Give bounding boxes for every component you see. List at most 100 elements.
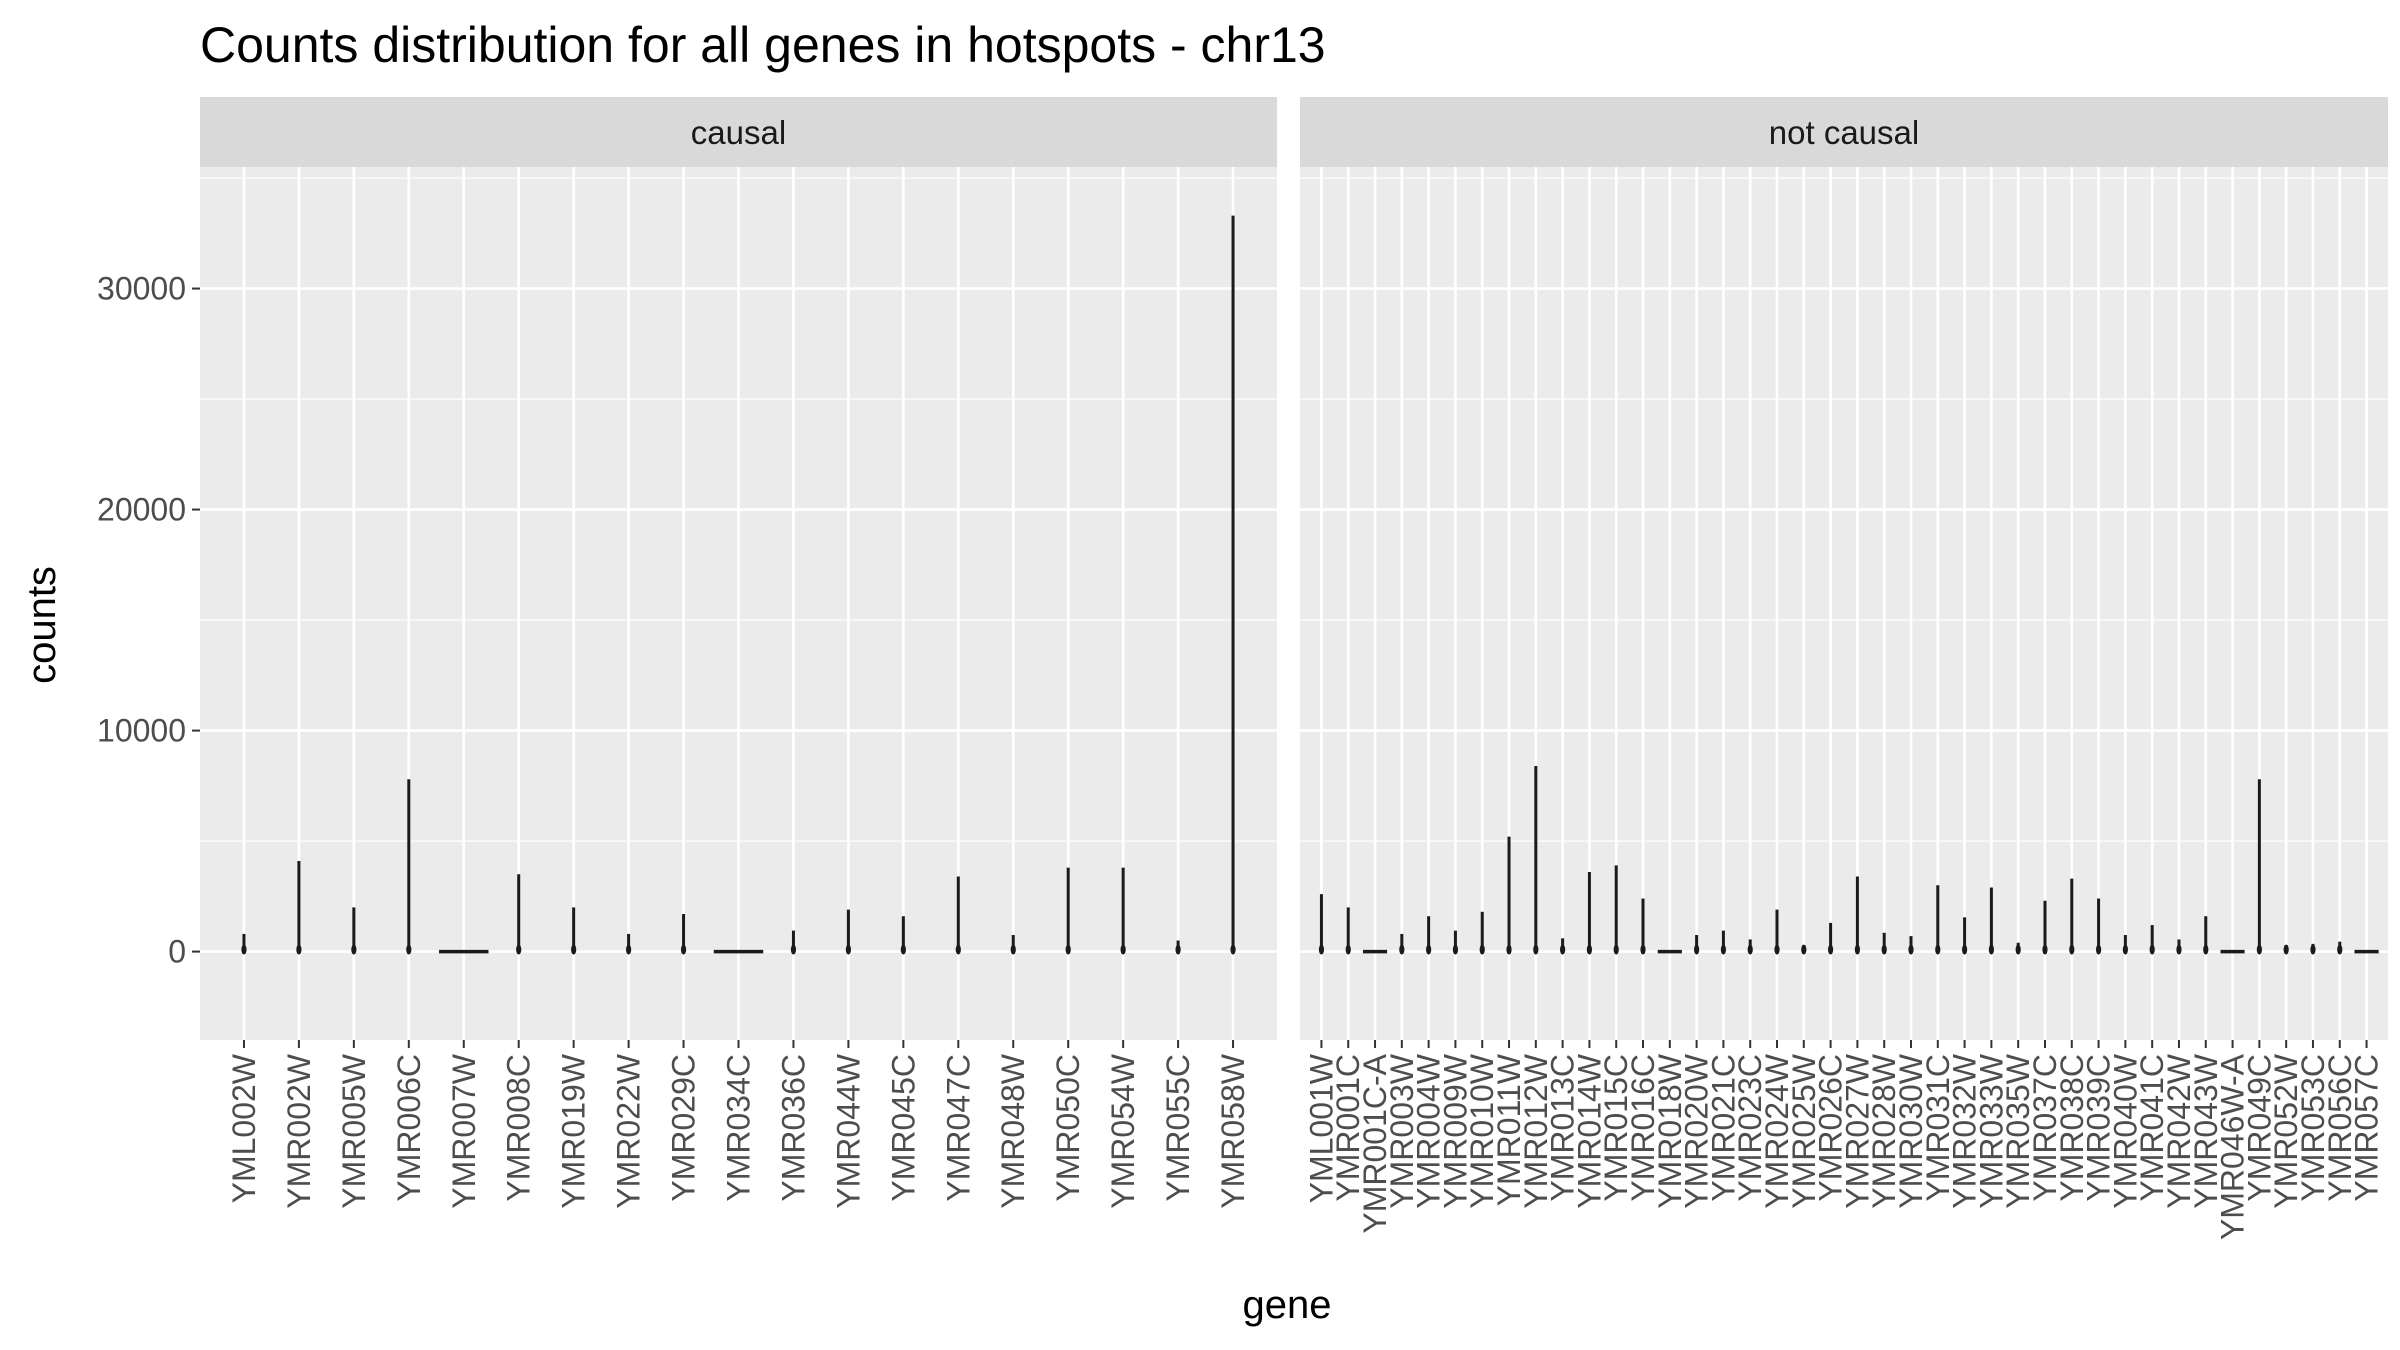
violin-base <box>1881 944 1887 955</box>
x-tick-label: YMR043W <box>2188 1053 2224 1209</box>
x-tick-label: YMR039C <box>2081 1054 2117 1202</box>
violin-base <box>1506 944 1512 955</box>
x-tick-label: YMR031C <box>1920 1054 1956 1202</box>
violin-base <box>296 944 302 955</box>
x-tick-label: YMR001C-A <box>1357 1053 1393 1233</box>
x-tick-label: YMR032W <box>1947 1053 1983 1209</box>
x-tick-label: YMR035W <box>2000 1053 2036 1209</box>
x-tick-label: YMR053C <box>2295 1054 2331 1202</box>
x-tick-label: YMR057C <box>2349 1054 2385 1202</box>
violin-base <box>516 944 522 955</box>
x-tick-label: YMR048W <box>995 1053 1031 1209</box>
violin-base <box>1533 944 1539 955</box>
violin-base <box>2337 944 2343 955</box>
x-tick-label: YMR019W <box>556 1053 592 1209</box>
x-tick-label: YMR006C <box>391 1054 427 1202</box>
violin-base <box>2042 944 2048 955</box>
y-tick-label: 0 <box>168 934 186 970</box>
x-tick-label: YMR012W <box>1518 1053 1554 1209</box>
violin-base <box>241 944 247 955</box>
violin-base <box>1426 944 1432 955</box>
x-tick-label: YMR037C <box>2027 1054 2063 1202</box>
violin-base <box>351 944 357 955</box>
violin-base <box>1120 944 1126 955</box>
violin-base <box>1935 944 1941 955</box>
panel-strip <box>1300 97 2388 167</box>
panels: 0 10000 20000 30000 causal YML002W YMR002W YMR0… <box>97 97 2388 1240</box>
x-tick-label: YMR038C <box>2054 1054 2090 1202</box>
violin-base <box>1774 944 1780 955</box>
violin-base <box>2283 944 2289 955</box>
violin-base <box>1010 944 1016 955</box>
panel-strip-label: causal <box>691 114 786 151</box>
violin-base <box>626 944 632 955</box>
violin-base <box>1747 944 1753 955</box>
x-tick-label: YMR054W <box>1105 1053 1141 1209</box>
violin-base <box>2122 944 2128 955</box>
violin-base <box>1065 944 1071 955</box>
x-tick-label: YMR024W <box>1759 1053 1795 1209</box>
x-tick-label: YMR041C <box>2134 1054 2170 1202</box>
x-tick-label: YMR007W <box>446 1053 482 1209</box>
x-tick-label: YMR058W <box>1215 1053 1251 1209</box>
x-tick-label: YML002W <box>226 1053 262 1203</box>
violin-base <box>1175 944 1181 955</box>
y-tick-label: 20000 <box>97 492 186 528</box>
violin-base <box>406 944 412 955</box>
x-tick-label: YMR001C <box>1330 1054 1366 1202</box>
x-tick-label: YMR025W <box>1786 1053 1822 1209</box>
violin-base <box>2095 944 2102 955</box>
x-tick-label: YMR023C <box>1732 1054 1768 1202</box>
x-tick-label: YMR008C <box>501 1054 537 1202</box>
violin-base <box>1854 944 1860 955</box>
y-tick-label: 30000 <box>97 271 186 307</box>
x-tick-label: YMR029C <box>666 1054 702 1202</box>
x-tick-label: YMR036C <box>775 1054 811 1202</box>
x-tick-label: YMR002W <box>281 1053 317 1209</box>
violin-base <box>900 944 906 955</box>
x-tick-label: YMR033W <box>1973 1053 2009 1209</box>
violin-base <box>1694 944 1700 955</box>
x-tick-label: YMR010W <box>1464 1053 1500 1209</box>
panel-causal: causal YML002W YMR002W YMR005W YMR006C YMR007… <box>200 97 1277 1209</box>
x-tick-label: YMR020W <box>1679 1053 1715 1209</box>
x-tick-label: YMR015C <box>1598 1054 1634 1202</box>
x-tick-label: YMR021C <box>1705 1054 1741 1202</box>
x-tick-label: YMR028W <box>1866 1053 1902 1209</box>
violin-base <box>2203 944 2209 955</box>
violin-base <box>1318 944 1325 955</box>
panel-strip-label: not causal <box>1769 114 1919 151</box>
violin-base <box>2015 944 2021 955</box>
x-tick-label: YMR045C <box>885 1054 921 1202</box>
x-tick-label: YMR003W <box>1384 1053 1420 1209</box>
violin-base <box>1560 944 1566 955</box>
violin-base <box>1828 944 1834 955</box>
y-tick-label: 10000 <box>97 713 186 749</box>
x-tick-label: YMR040W <box>2107 1053 2143 1209</box>
violin-base <box>955 944 961 955</box>
x-tick-label: YMR004W <box>1411 1053 1447 1209</box>
violin-base <box>571 944 577 955</box>
violin-base <box>1586 944 1593 955</box>
x-tick-label: YMR044W <box>830 1053 866 1209</box>
panel-not-causal: not causal YML001WYMR001CYMR001C-AYMR003W… <box>1300 97 2388 1240</box>
x-tick-label: YMR009W <box>1437 1053 1473 1209</box>
violin-base <box>845 944 851 955</box>
violin-base <box>2176 944 2182 955</box>
y-axis-title: counts <box>20 566 64 684</box>
x-tick-label: YMR042W <box>2161 1053 2197 1209</box>
x-tick-label: YMR055C <box>1160 1054 1196 1202</box>
x-axis-title: gene <box>1243 1283 1332 1327</box>
violin-base <box>1801 944 1807 955</box>
violin-base <box>1961 944 1968 955</box>
violin-base <box>1908 944 1914 955</box>
x-tick-label: YMR049C <box>2241 1054 2277 1202</box>
violin-base <box>680 944 687 955</box>
violin-base <box>1640 944 1646 955</box>
x-tick-label: YMR013C <box>1545 1054 1581 1202</box>
x-tick-label: YMR014W <box>1571 1053 1607 1209</box>
x-tick-label: YMR047C <box>940 1054 976 1202</box>
x-tick-label: YMR022W <box>611 1053 647 1209</box>
x-tick-label: YMR034C <box>721 1054 757 1202</box>
